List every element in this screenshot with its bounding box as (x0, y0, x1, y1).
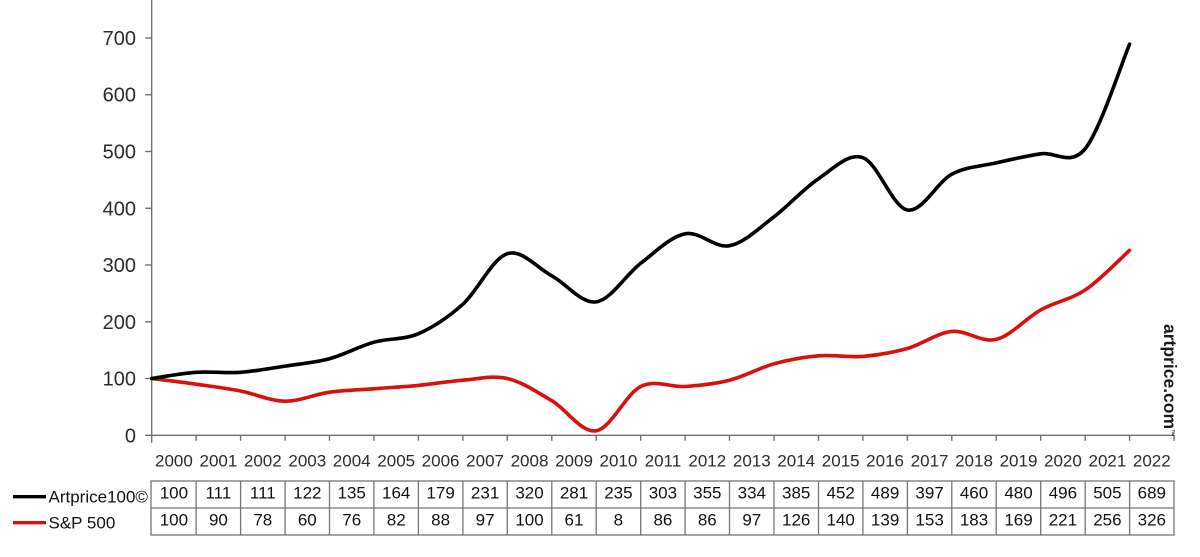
svg-text:2017: 2017 (911, 452, 949, 471)
svg-text:281: 281 (560, 484, 588, 503)
svg-text:169: 169 (1004, 511, 1032, 530)
svg-text:82: 82 (387, 511, 406, 530)
svg-text:61: 61 (565, 511, 584, 530)
svg-text:300: 300 (103, 255, 136, 277)
svg-text:2012: 2012 (688, 452, 726, 471)
svg-text:2007: 2007 (466, 452, 504, 471)
svg-text:111: 111 (250, 484, 276, 503)
svg-text:400: 400 (103, 198, 136, 220)
svg-text:2000: 2000 (155, 452, 193, 471)
svg-text:200: 200 (103, 312, 136, 334)
svg-text:2014: 2014 (777, 452, 815, 471)
svg-text:2006: 2006 (422, 452, 460, 471)
svg-text:231: 231 (471, 484, 499, 503)
svg-text:2003: 2003 (288, 452, 326, 471)
svg-text:122: 122 (293, 484, 321, 503)
svg-text:480: 480 (1004, 484, 1032, 503)
svg-text:78: 78 (253, 511, 272, 530)
svg-text:artprice.com™: artprice.com™ (1160, 324, 1180, 437)
svg-text:2021: 2021 (1088, 452, 1126, 471)
svg-text:139: 139 (871, 511, 899, 530)
svg-text:2004: 2004 (333, 452, 371, 471)
svg-text:505: 505 (1093, 484, 1121, 503)
svg-text:303: 303 (649, 484, 677, 503)
svg-text:153: 153 (915, 511, 943, 530)
svg-text:2022: 2022 (1133, 452, 1171, 471)
svg-text:Artprice100©: Artprice100© (49, 488, 149, 507)
svg-text:221: 221 (1049, 511, 1077, 530)
svg-text:2008: 2008 (511, 452, 549, 471)
svg-text:100: 100 (160, 511, 188, 530)
svg-text:60: 60 (298, 511, 317, 530)
svg-text:2018: 2018 (955, 452, 993, 471)
svg-text:126: 126 (782, 511, 810, 530)
svg-text:496: 496 (1049, 484, 1077, 503)
svg-text:2001: 2001 (199, 452, 237, 471)
svg-text:256: 256 (1093, 511, 1121, 530)
svg-text:320: 320 (515, 484, 543, 503)
svg-text:2010: 2010 (599, 452, 637, 471)
svg-text:334: 334 (738, 484, 766, 503)
svg-text:97: 97 (476, 511, 495, 530)
svg-text:2019: 2019 (1000, 452, 1038, 471)
svg-text:2020: 2020 (1044, 452, 1082, 471)
svg-text:100: 100 (103, 369, 136, 391)
svg-text:90: 90 (209, 511, 228, 530)
svg-text:489: 489 (871, 484, 899, 503)
svg-text:2013: 2013 (733, 452, 771, 471)
svg-text:326: 326 (1138, 511, 1166, 530)
svg-text:397: 397 (915, 484, 943, 503)
svg-text:460: 460 (960, 484, 988, 503)
svg-text:76: 76 (342, 511, 361, 530)
svg-text:179: 179 (426, 484, 454, 503)
svg-text:140: 140 (827, 511, 855, 530)
svg-text:2011: 2011 (645, 452, 682, 471)
svg-text:86: 86 (698, 511, 717, 530)
svg-text:164: 164 (382, 484, 410, 503)
svg-text:183: 183 (960, 511, 988, 530)
svg-text:2009: 2009 (555, 452, 593, 471)
svg-text:135: 135 (338, 484, 366, 503)
svg-text:2015: 2015 (822, 452, 860, 471)
svg-text:111: 111 (205, 484, 231, 503)
svg-text:8: 8 (614, 511, 623, 530)
svg-text:100: 100 (515, 511, 543, 530)
svg-text:355: 355 (693, 484, 721, 503)
svg-text:2002: 2002 (244, 452, 282, 471)
svg-text:97: 97 (742, 511, 761, 530)
svg-text:689: 689 (1138, 484, 1166, 503)
svg-text:88: 88 (431, 511, 450, 530)
svg-text:S&P 500: S&P 500 (49, 514, 116, 533)
svg-text:2005: 2005 (377, 452, 415, 471)
svg-text:385: 385 (782, 484, 810, 503)
svg-text:0: 0 (125, 425, 136, 447)
svg-text:700: 700 (103, 28, 136, 50)
svg-text:86: 86 (653, 511, 672, 530)
svg-text:452: 452 (827, 484, 855, 503)
svg-text:600: 600 (103, 85, 136, 107)
svg-text:500: 500 (103, 142, 136, 164)
svg-text:235: 235 (604, 484, 632, 503)
svg-text:100: 100 (160, 484, 188, 503)
svg-text:2016: 2016 (866, 452, 904, 471)
